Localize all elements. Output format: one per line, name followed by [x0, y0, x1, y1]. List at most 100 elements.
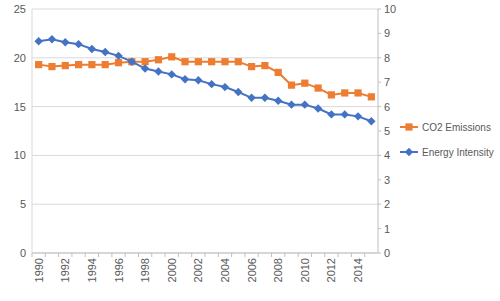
x-tick — [85, 253, 86, 257]
x-tick-label: 2008 — [272, 258, 284, 282]
x-tick-label: 2012 — [325, 258, 337, 282]
x-tick — [351, 253, 352, 257]
x-tick — [364, 253, 365, 257]
marker — [194, 76, 202, 84]
marker — [115, 59, 122, 66]
chart-svg: 0510152025012345678910199019921994199619… — [0, 0, 500, 301]
x-tick-label: 2010 — [299, 258, 311, 282]
marker — [301, 80, 308, 87]
x-tick — [151, 253, 152, 257]
y2-tick-label: 1 — [384, 223, 390, 235]
x-tick — [218, 253, 219, 257]
x-tick — [244, 253, 245, 257]
x-tick-label: 1998 — [139, 258, 151, 282]
grid-line — [32, 106, 378, 107]
marker — [301, 100, 309, 108]
x-tick — [324, 253, 325, 257]
x-tick — [338, 253, 339, 257]
y-tick-label: 5 — [20, 198, 26, 210]
y2-tick-label: 5 — [384, 125, 390, 137]
marker — [48, 63, 55, 70]
marker — [341, 89, 348, 96]
marker — [48, 35, 56, 43]
y-axis — [32, 9, 33, 253]
marker — [341, 110, 349, 118]
chart-container: 0510152025012345678910199019921994199619… — [0, 0, 500, 301]
marker — [208, 58, 215, 65]
x-tick-label: 1996 — [113, 258, 125, 282]
y2-tick-label: 2 — [384, 198, 390, 210]
marker — [195, 58, 202, 65]
marker — [247, 94, 255, 102]
marker — [62, 62, 69, 69]
x-tick — [58, 253, 59, 257]
x-tick — [98, 253, 99, 257]
y-tick-label: 15 — [14, 101, 26, 113]
series-line — [39, 57, 372, 97]
marker — [405, 123, 412, 130]
marker — [141, 64, 149, 72]
plot-area — [34, 35, 375, 125]
marker — [114, 52, 122, 60]
marker — [405, 148, 413, 156]
marker — [261, 94, 269, 102]
x-tick — [231, 253, 232, 257]
x-tick-label: 2014 — [352, 258, 364, 282]
marker — [128, 58, 135, 65]
y2-tick-label: 0 — [384, 247, 390, 259]
marker — [142, 58, 149, 65]
marker — [315, 84, 322, 91]
grid-line — [32, 155, 378, 156]
legend-label: Energy Intensity — [422, 147, 494, 158]
x-tick-label: 2000 — [166, 258, 178, 282]
marker — [328, 91, 335, 98]
x-tick — [258, 253, 259, 257]
marker — [128, 58, 136, 66]
marker — [168, 70, 176, 78]
marker — [88, 61, 95, 68]
marker — [34, 37, 42, 45]
marker — [181, 75, 189, 83]
marker — [248, 63, 255, 70]
y2-tick-label: 4 — [384, 149, 390, 161]
marker — [207, 80, 215, 88]
marker — [354, 112, 362, 120]
x-tick — [111, 253, 112, 257]
y2-tick-label: 10 — [384, 3, 396, 15]
marker — [327, 110, 335, 118]
marker — [288, 82, 295, 89]
grid-line — [32, 204, 378, 205]
x-tick — [138, 253, 139, 257]
marker — [61, 38, 69, 46]
x-tick — [311, 253, 312, 257]
x-tick — [125, 253, 126, 257]
marker — [35, 61, 42, 68]
x-tick-label: 1990 — [33, 258, 45, 282]
marker — [274, 97, 282, 105]
x-tick-label: 1992 — [59, 258, 71, 282]
grid-line — [32, 57, 378, 58]
marker — [101, 48, 109, 56]
y-tick-label: 25 — [14, 3, 26, 15]
x-tick — [205, 253, 206, 257]
marker — [74, 40, 82, 48]
y2-tick-label: 3 — [384, 174, 390, 186]
x-tick — [32, 253, 33, 257]
marker — [287, 100, 295, 108]
marker — [235, 58, 242, 65]
x-tick — [284, 253, 285, 257]
x-tick — [178, 253, 179, 257]
marker — [354, 89, 361, 96]
x-tick — [298, 253, 299, 257]
y-tick-label: 10 — [14, 149, 26, 161]
y2-tick-label: 6 — [384, 101, 390, 113]
y2-tick-label: 8 — [384, 52, 390, 64]
x-tick — [45, 253, 46, 257]
series-line — [39, 39, 372, 121]
grid-line — [32, 9, 378, 10]
y2-axis — [378, 9, 379, 253]
marker — [168, 53, 175, 60]
marker — [221, 83, 229, 91]
marker — [181, 58, 188, 65]
marker — [88, 45, 96, 53]
